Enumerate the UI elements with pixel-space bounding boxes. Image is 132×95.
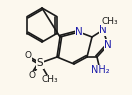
Text: CH₃: CH₃ <box>42 76 58 84</box>
Text: N: N <box>104 40 112 50</box>
Text: N: N <box>75 27 83 37</box>
Text: O: O <box>25 51 32 61</box>
Text: S: S <box>37 58 43 68</box>
Text: N: N <box>99 25 107 35</box>
Text: O: O <box>29 72 36 80</box>
Text: CH₃: CH₃ <box>102 17 118 27</box>
Text: NH₂: NH₂ <box>91 65 109 75</box>
